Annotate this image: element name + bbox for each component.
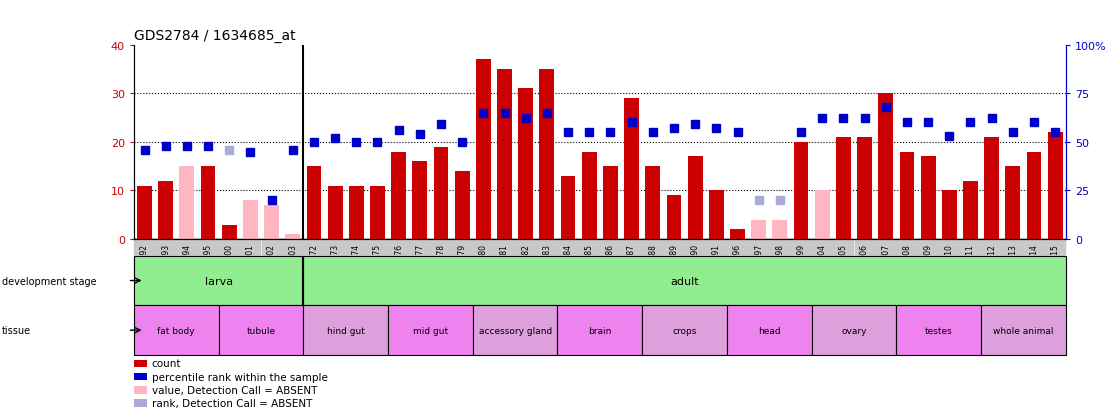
- Text: mid gut: mid gut: [413, 326, 448, 335]
- Bar: [836, 138, 850, 240]
- Bar: [304, 306, 388, 355]
- Text: larva: larva: [204, 276, 233, 286]
- Bar: [942, 191, 956, 240]
- Bar: [624, 99, 639, 240]
- Text: accessory gland: accessory gland: [479, 326, 551, 335]
- Bar: [243, 201, 258, 240]
- Bar: [642, 306, 727, 355]
- Text: development stage: development stage: [2, 276, 97, 286]
- Bar: [134, 306, 219, 355]
- Bar: [560, 176, 576, 240]
- Bar: [984, 138, 999, 240]
- Bar: [539, 70, 555, 240]
- Bar: [134, 256, 304, 306]
- Bar: [857, 138, 872, 240]
- Bar: [896, 306, 981, 355]
- Bar: [558, 306, 642, 355]
- Bar: [921, 157, 935, 240]
- Bar: [727, 306, 811, 355]
- Bar: [730, 230, 744, 240]
- Bar: [518, 89, 533, 240]
- Bar: [388, 306, 473, 355]
- Bar: [475, 60, 491, 240]
- Bar: [645, 167, 661, 240]
- Bar: [219, 306, 304, 355]
- Bar: [963, 181, 978, 240]
- Text: crops: crops: [672, 326, 696, 335]
- Bar: [878, 94, 893, 240]
- Bar: [603, 167, 618, 240]
- Text: fat body: fat body: [157, 326, 195, 335]
- Bar: [158, 181, 173, 240]
- Bar: [497, 70, 512, 240]
- Text: GDS2784 / 1634685_at: GDS2784 / 1634685_at: [134, 29, 296, 43]
- Bar: [413, 162, 427, 240]
- Bar: [222, 225, 237, 240]
- Bar: [666, 196, 682, 240]
- Bar: [328, 186, 343, 240]
- Bar: [811, 306, 896, 355]
- Bar: [1006, 167, 1020, 240]
- Bar: [434, 147, 449, 240]
- Bar: [815, 191, 829, 240]
- Text: brain: brain: [588, 326, 612, 335]
- Bar: [286, 235, 300, 240]
- Bar: [349, 186, 364, 240]
- Text: hind gut: hind gut: [327, 326, 365, 335]
- Text: head: head: [758, 326, 780, 335]
- Bar: [687, 157, 703, 240]
- Bar: [201, 167, 215, 240]
- Text: tubule: tubule: [247, 326, 276, 335]
- Text: testes: testes: [925, 326, 953, 335]
- Text: whole animal: whole animal: [993, 326, 1054, 335]
- Bar: [137, 186, 152, 240]
- Bar: [1027, 152, 1041, 240]
- Bar: [1048, 133, 1062, 240]
- Text: tissue: tissue: [2, 325, 31, 335]
- Bar: [751, 220, 766, 240]
- Bar: [264, 206, 279, 240]
- Bar: [180, 167, 194, 240]
- Text: rank, Detection Call = ABSENT: rank, Detection Call = ABSENT: [152, 398, 312, 408]
- Bar: [455, 172, 470, 240]
- Bar: [371, 186, 385, 240]
- Bar: [981, 306, 1066, 355]
- Text: count: count: [152, 358, 181, 368]
- Text: value, Detection Call = ABSENT: value, Detection Call = ABSENT: [152, 385, 317, 395]
- Bar: [899, 152, 914, 240]
- Bar: [392, 152, 406, 240]
- Bar: [793, 142, 808, 240]
- Text: percentile rank within the sample: percentile rank within the sample: [152, 372, 328, 382]
- Bar: [772, 220, 787, 240]
- Text: adult: adult: [671, 276, 699, 286]
- Bar: [304, 256, 1066, 306]
- Bar: [709, 191, 724, 240]
- Text: ovary: ovary: [841, 326, 867, 335]
- Bar: [307, 167, 321, 240]
- Bar: [473, 306, 558, 355]
- Bar: [581, 152, 597, 240]
